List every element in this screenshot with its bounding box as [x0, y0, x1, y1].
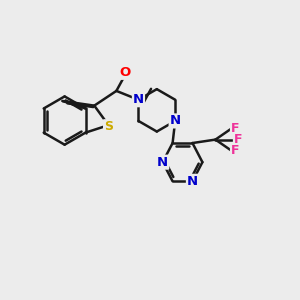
Text: F: F	[231, 144, 239, 157]
Text: N: N	[157, 156, 168, 169]
Text: S: S	[104, 120, 113, 133]
Text: N: N	[133, 93, 144, 106]
Text: N: N	[169, 114, 181, 128]
Text: F: F	[231, 122, 239, 135]
Text: F: F	[234, 133, 242, 146]
Text: N: N	[187, 175, 198, 188]
Text: O: O	[120, 66, 131, 79]
